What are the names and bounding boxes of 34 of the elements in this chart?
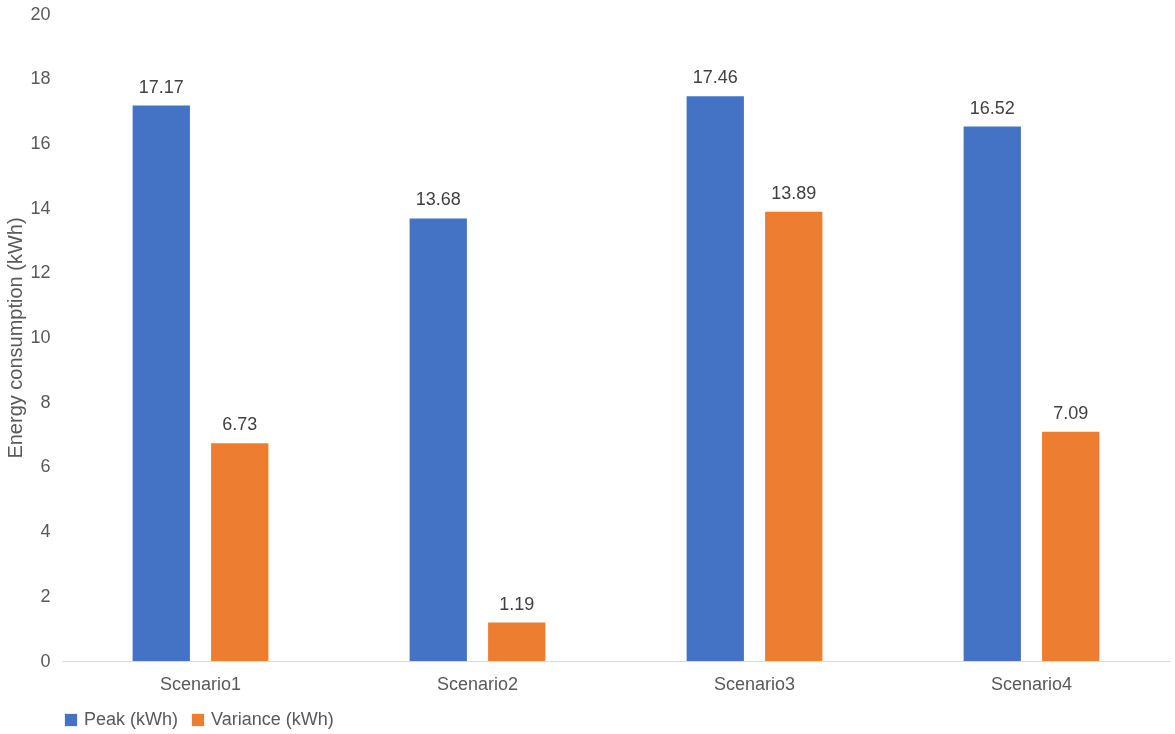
x-tick-label: Scenario4 <box>990 673 1073 694</box>
bar <box>963 126 1021 661</box>
y-tick-label: 6 <box>40 456 51 477</box>
data-label: 17.17 <box>138 76 184 97</box>
y-axis-title: Energy consumption (kWh) <box>4 217 27 459</box>
data-label: 16.52 <box>969 97 1015 118</box>
y-tick-label: 14 <box>30 197 51 218</box>
data-label: 17.46 <box>692 67 738 88</box>
data-label: 1.19 <box>499 593 535 614</box>
bar <box>211 443 269 661</box>
legend-label: Variance (kWh) <box>211 709 334 729</box>
y-tick-label: 16 <box>30 132 51 153</box>
bar <box>765 211 823 661</box>
data-label: 13.89 <box>771 182 817 203</box>
y-tick-label: 20 <box>30 3 51 24</box>
y-tick-label: 12 <box>30 262 51 283</box>
x-tick-label: Scenario3 <box>713 673 796 694</box>
data-label: 7.09 <box>1053 402 1089 423</box>
bar <box>409 218 467 661</box>
y-tick-label: 18 <box>30 68 51 89</box>
x-tick-label: Scenario1 <box>159 673 242 694</box>
bar <box>488 622 546 661</box>
bar <box>1042 431 1100 661</box>
data-label: 6.73 <box>222 414 258 435</box>
data-label: 13.68 <box>415 189 461 210</box>
y-tick-label: 2 <box>40 585 51 606</box>
y-tick-label: 0 <box>40 650 51 671</box>
y-tick-label: 10 <box>30 327 51 347</box>
bar <box>686 96 744 661</box>
bar <box>132 105 190 661</box>
y-tick-label: 8 <box>40 391 51 412</box>
y-tick-label: 4 <box>40 521 51 542</box>
legend-label: Peak (kWh) <box>84 709 179 729</box>
x-tick-label: Scenario2 <box>436 673 519 694</box>
